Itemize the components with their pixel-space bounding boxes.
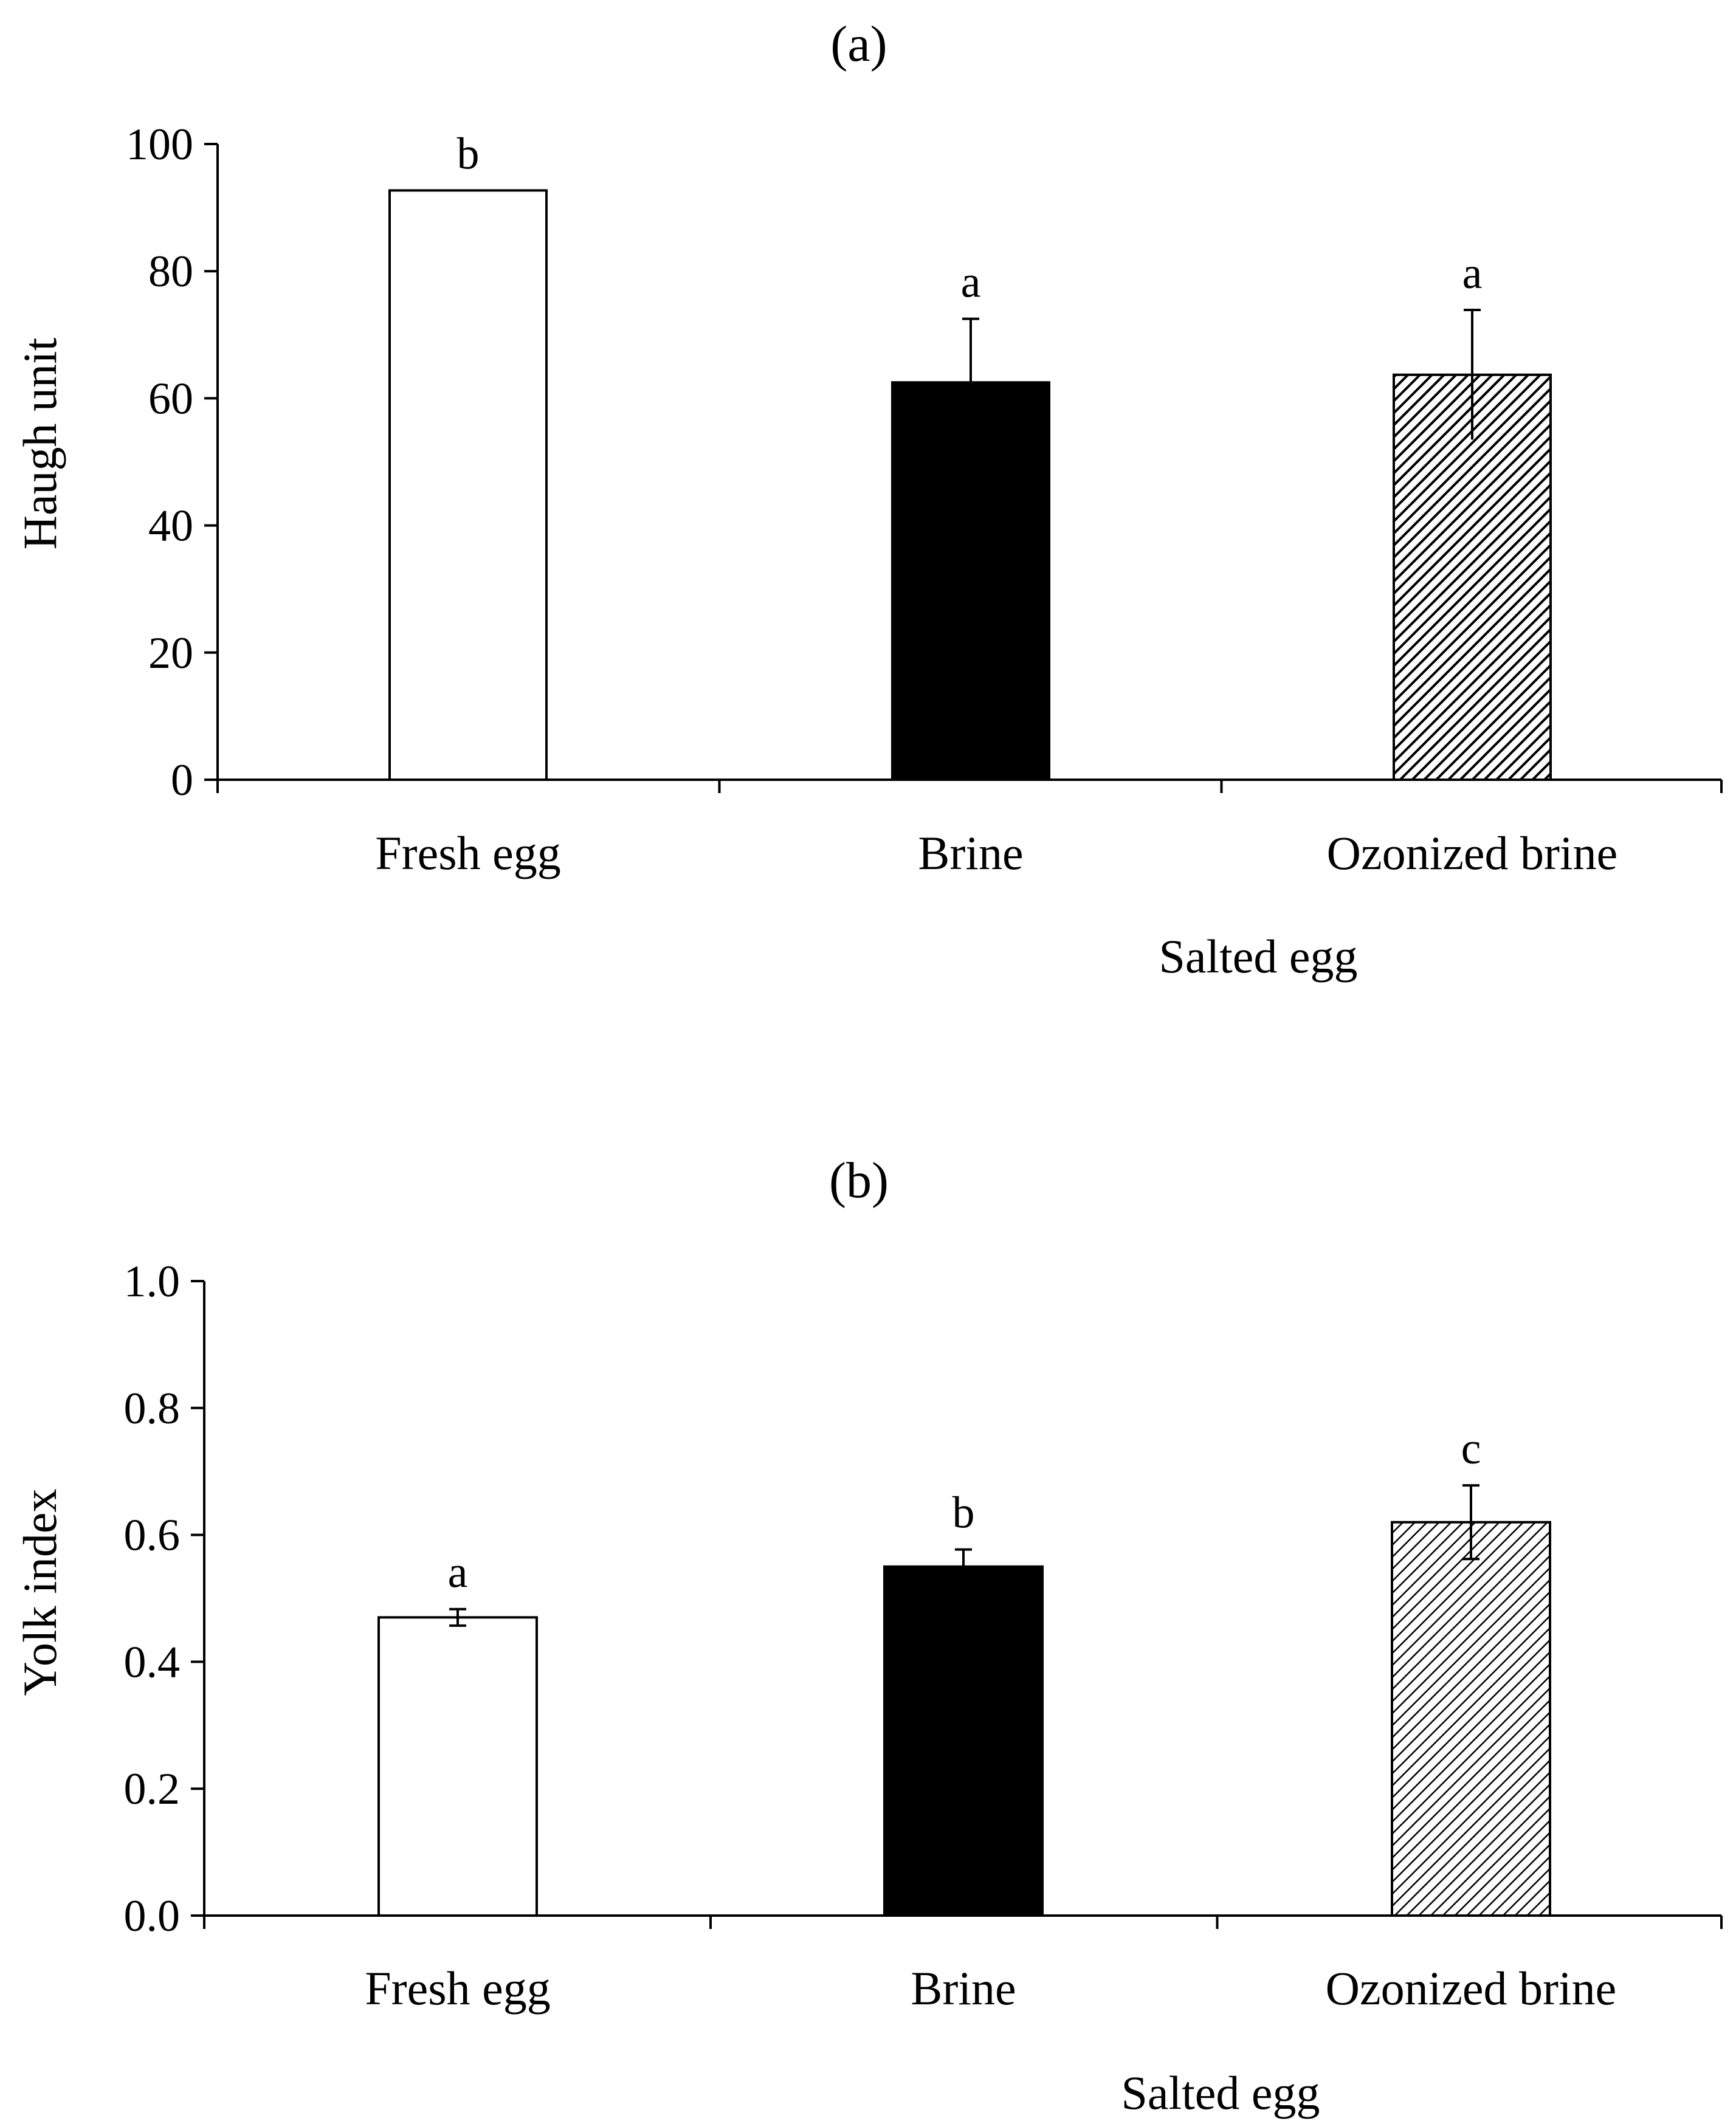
panel-label-a: (a) bbox=[830, 16, 887, 72]
y-tick-label: 40 bbox=[148, 501, 193, 551]
sig-letters-b: a b c bbox=[448, 1424, 1481, 1598]
y-axis-title-b: Yolk index bbox=[13, 1489, 66, 1696]
x-category-label: Fresh egg bbox=[375, 827, 560, 879]
x-category-label: Ozonized brine bbox=[1326, 1962, 1617, 2015]
significance-letter: b bbox=[952, 1488, 975, 1538]
x-labels-b: Fresh egg Brine Ozonized brine bbox=[365, 1962, 1616, 2015]
chart-panel-a: (a) Haugh unit Salted egg 0 20 40 60 80 100 b… bbox=[13, 16, 1723, 983]
y-tick-label: 0 bbox=[171, 755, 193, 805]
y-tick-label: 0.6 bbox=[124, 1511, 181, 1561]
y-tick-label: 60 bbox=[148, 374, 193, 424]
y-tick-label: 0.0 bbox=[124, 1891, 181, 1941]
x-axis-title-b: Salted egg bbox=[1121, 2066, 1320, 2119]
y-axis-title-a: Haugh unit bbox=[13, 337, 66, 549]
y-tick-label: 100 bbox=[126, 120, 193, 170]
x-category-label: Fresh egg bbox=[365, 1962, 550, 2015]
axes-a bbox=[216, 144, 1723, 793]
y-tick-label: 0.2 bbox=[124, 1764, 181, 1814]
y-ticks-b: 0.0 0.2 0.4 0.6 0.8 1.0 bbox=[124, 1257, 204, 1941]
sig-letters-a: b a a bbox=[457, 129, 1483, 307]
y-tick-label: 20 bbox=[148, 628, 193, 678]
significance-letter: c bbox=[1461, 1424, 1481, 1474]
error-bars-a bbox=[962, 309, 1481, 446]
significance-letter: a bbox=[961, 258, 981, 308]
bar-brine bbox=[891, 381, 1050, 781]
x-axis-title-a: Salted egg bbox=[1159, 930, 1357, 983]
error-bars-b bbox=[449, 1484, 1479, 1627]
significance-letter: a bbox=[448, 1548, 468, 1598]
bar-ozonized-brine bbox=[1393, 373, 1552, 781]
y-tick-label: 0.4 bbox=[124, 1637, 181, 1687]
y-ticks-a: 0 20 40 60 80 100 bbox=[126, 120, 218, 805]
chart-panel-b: (b) Yolk index Salted egg 0.00.20.40.60.… bbox=[13, 1152, 1723, 2119]
x-category-label: Brine bbox=[911, 1962, 1016, 2015]
bar-fresh-egg bbox=[388, 189, 548, 782]
bars-a bbox=[388, 189, 1552, 782]
x-category-label: Ozonized brine bbox=[1327, 827, 1618, 879]
bar-fresh-egg bbox=[377, 1616, 538, 1917]
x-category-label: Brine bbox=[918, 827, 1023, 879]
y-tick-label: 80 bbox=[148, 247, 193, 297]
significance-letter: a bbox=[1462, 249, 1483, 298]
bar-brine bbox=[883, 1565, 1044, 1917]
y-tick-label: 0.8 bbox=[124, 1384, 181, 1434]
panel-label-b: (b) bbox=[829, 1152, 889, 1209]
y-tick-label: 1.0 bbox=[124, 1257, 181, 1307]
significance-letter: b bbox=[457, 129, 480, 179]
bar-ozonized-brine bbox=[1391, 1521, 1551, 1917]
axes-b bbox=[203, 1281, 1723, 1929]
x-labels-a: Fresh egg Brine Ozonized brine bbox=[375, 827, 1617, 879]
